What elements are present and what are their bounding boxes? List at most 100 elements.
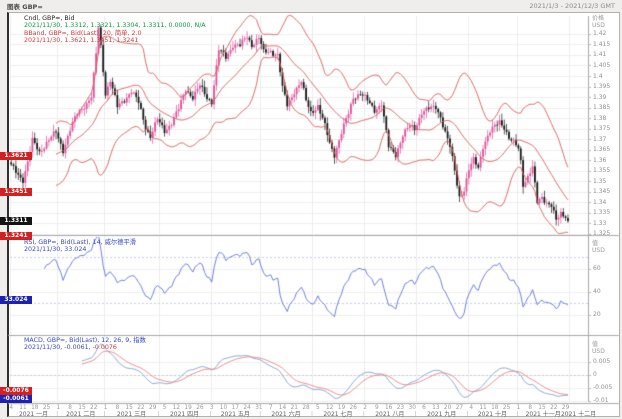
x-axis-week-label: 10 bbox=[219, 405, 228, 411]
x-axis-week-label: 22 bbox=[550, 405, 558, 411]
x-axis-month-separator: | bbox=[209, 411, 212, 418]
price-tick-label: 1.33 bbox=[593, 219, 607, 227]
x-axis-week-label: 4 bbox=[9, 405, 14, 411]
x-axis-week-label: 17 bbox=[231, 405, 239, 411]
macd-axis-unit: USD bbox=[592, 348, 605, 355]
x-axis-week-label: 28 bbox=[302, 405, 310, 411]
price-tick-label: 1.38 bbox=[593, 114, 607, 122]
x-axis-week-label: 31 bbox=[255, 405, 263, 411]
price-pane-legend: Cndl, GBP=, Bid 2021/11/30, 1.3312, 1.33… bbox=[24, 15, 206, 44]
rsi-axis-badge: 33.024 bbox=[0, 295, 32, 304]
x-axis-week-label: 22 bbox=[137, 405, 145, 411]
price-tick-label: 1.35 bbox=[593, 177, 607, 185]
rsi-tick-label: 40 bbox=[593, 288, 601, 296]
bband-legend-values: 2021/11/30, 1.3621, 1.3451, 1.3241 bbox=[24, 36, 139, 44]
x-axis-week-label: 14 bbox=[278, 405, 287, 411]
x-axis-month-label: 2021 二月 bbox=[66, 411, 96, 418]
macd-tick-label: 0 bbox=[593, 371, 597, 379]
x-axis-week-label: 12 bbox=[325, 405, 334, 411]
x-axis-month-separator: | bbox=[466, 411, 469, 418]
rsi-axis-header: 值 bbox=[592, 240, 599, 247]
x-axis-week-label: 19 bbox=[184, 405, 192, 411]
price-tick-label: 1.345 bbox=[593, 188, 611, 196]
x-axis-week-label: 25 bbox=[42, 405, 51, 411]
x-axis-week-label: 5 bbox=[162, 405, 167, 411]
x-axis-week-label: 21 bbox=[290, 405, 298, 411]
price-axis-badge-1.3621: 1.3621 bbox=[0, 151, 32, 160]
x-axis-week-label: 27 bbox=[455, 405, 464, 411]
price-axis-unit: USD bbox=[592, 22, 605, 29]
macd-axis-header: 值 bbox=[592, 341, 599, 348]
x-axis-month-label: 2021 三月 bbox=[116, 411, 147, 418]
x-axis-week-label: 8 bbox=[115, 405, 120, 411]
x-axis-week-label: 22 bbox=[90, 405, 98, 411]
x-axis-month-label: 2021 四月 bbox=[169, 411, 200, 418]
x-axis-week-label: 3 bbox=[209, 405, 214, 411]
x-axis-week-label: 23 bbox=[396, 405, 405, 411]
price-tick-label: 1.325 bbox=[593, 230, 611, 238]
x-axis-month-label: 2021 七月 bbox=[323, 411, 353, 418]
x-axis-week-label: 19 bbox=[337, 405, 346, 411]
price-tick-label: 1.355 bbox=[593, 167, 611, 175]
x-axis-month-label: 2021 八月 bbox=[375, 411, 405, 418]
x-axis-month-label: 2021 五月 bbox=[220, 411, 250, 418]
price-axis-badge-1.3311: 1.3311 bbox=[0, 217, 32, 226]
x-axis-week-label: 20 bbox=[443, 405, 452, 411]
x-axis-month-separator: | bbox=[362, 411, 365, 418]
price-axis-badge-1.3451: 1.3451 bbox=[0, 187, 32, 196]
x-axis-week-label: 29 bbox=[561, 405, 570, 411]
x-axis-week-label: 9 bbox=[374, 405, 379, 411]
x-axis-week-label: 16 bbox=[384, 405, 393, 411]
price-tick-label: 1.395 bbox=[593, 83, 611, 91]
x-axis-month-separator: | bbox=[103, 411, 106, 418]
price-axis-badge-1.3241: 1.3241 bbox=[0, 231, 32, 240]
price-tick-label: 1.39 bbox=[593, 93, 607, 101]
x-axis-week-label: 7 bbox=[268, 405, 273, 411]
price-tick-label: 1.375 bbox=[593, 125, 611, 133]
x-axis-week-label: 29 bbox=[149, 405, 157, 411]
x-axis-week-label: 11 bbox=[19, 405, 27, 411]
x-axis-week-label: 1 bbox=[516, 405, 521, 411]
x-axis-week-label: 1 bbox=[56, 405, 61, 411]
price-tick-label: 1.4 bbox=[593, 72, 603, 80]
x-axis-month-separator: | bbox=[259, 411, 262, 418]
x-axis-week-label: 30 bbox=[408, 405, 416, 411]
macd-tick-label: 0.005 bbox=[593, 358, 611, 366]
x-axis-month-separator: | bbox=[310, 411, 313, 418]
x-axis-month-separator: | bbox=[414, 411, 417, 418]
macd-value-label: 2021/11/30, -0.0061, bbox=[24, 344, 91, 352]
bband-legend-title: BBand, GBP=, Bid(Last), 20, 简单, 2.0 bbox=[24, 29, 142, 37]
price-tick-label: 1.365 bbox=[593, 146, 611, 154]
macd-tick-label: -0.005 bbox=[593, 384, 613, 392]
price-axis-header: 价格 bbox=[592, 15, 605, 22]
x-axis-week-label: 13 bbox=[432, 405, 440, 411]
candle-legend-title: Cndl, GBP=, Bid bbox=[24, 15, 75, 22]
x-axis-week-label: 25 bbox=[502, 405, 511, 411]
x-axis-month-separator: | bbox=[568, 411, 571, 418]
x-axis-week-label: 24 bbox=[243, 405, 251, 411]
rsi-tick-label: 60 bbox=[593, 265, 601, 273]
price-tick-label: 1.415 bbox=[593, 40, 611, 48]
x-axis-week-label: 18 bbox=[491, 405, 499, 411]
x-axis-month-separator: | bbox=[56, 411, 59, 418]
x-axis-month-label: 2021 十二月 bbox=[560, 411, 597, 418]
rsi-pane-legend: RSI, GBP=, Bid(Last), 14, 威尔德平滑 2021/11/… bbox=[24, 239, 136, 254]
macd-tick-label: -0.01 bbox=[593, 397, 609, 405]
x-axis-week-label: 4 bbox=[469, 405, 474, 411]
x-axis-month-label: 2021 十月 bbox=[477, 411, 508, 418]
x-axis-week-label: 2 bbox=[363, 405, 367, 411]
x-axis-month-separator: | bbox=[516, 411, 519, 418]
price-tick-label: 1.385 bbox=[593, 104, 611, 112]
candle-legend-values: 2021/11/30, 1.3312, 1.3321, 1.3304, 1.33… bbox=[24, 22, 206, 30]
x-axis-week-label: 15 bbox=[125, 405, 133, 411]
price-tick-label: 1.405 bbox=[593, 61, 611, 69]
x-axis-month-label: 2021 十一月 bbox=[525, 411, 561, 418]
price-tick-label: 1.41 bbox=[593, 51, 607, 59]
x-axis-month-label: 2021 一月 bbox=[18, 411, 49, 418]
x-axis-week-label: 15 bbox=[538, 405, 546, 411]
x-axis-week-label: 26 bbox=[196, 405, 204, 411]
x-axis-week-label: 18 bbox=[31, 405, 39, 411]
price-tick-label: 1.36 bbox=[593, 156, 607, 164]
